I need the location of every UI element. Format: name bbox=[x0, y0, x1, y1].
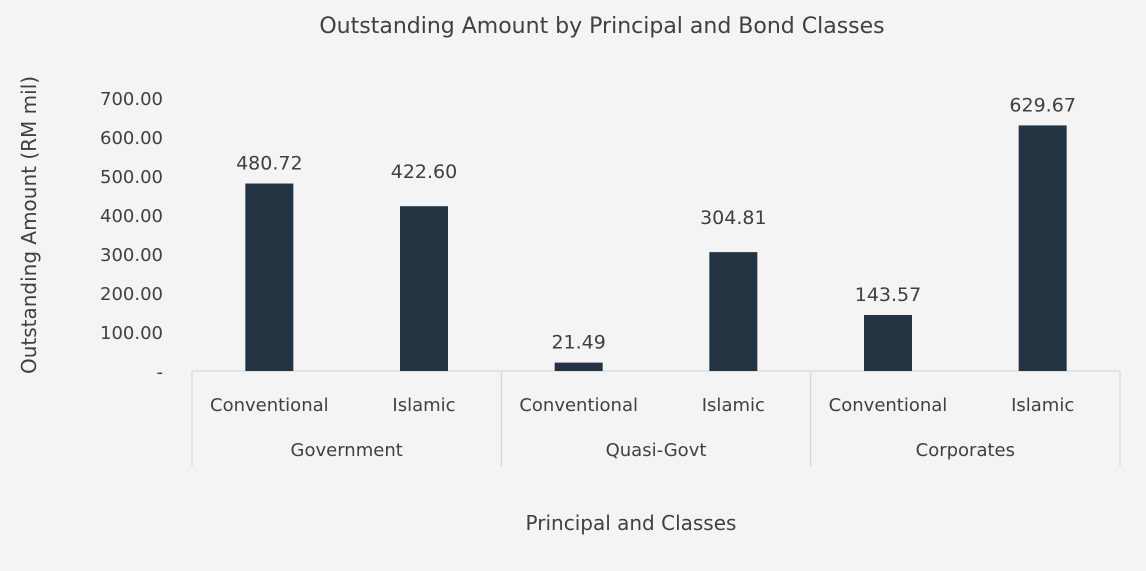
bar bbox=[709, 252, 758, 371]
bar bbox=[400, 206, 448, 371]
data-label: 21.49 bbox=[551, 332, 605, 354]
category-label: Conventional bbox=[829, 395, 948, 416]
y-tick-label: 200.00 bbox=[100, 284, 163, 305]
y-tick-label: 100.00 bbox=[100, 323, 163, 344]
bar bbox=[245, 183, 294, 371]
data-label: 304.81 bbox=[700, 207, 766, 229]
bar-layer bbox=[245, 125, 1067, 371]
y-tick-label: 400.00 bbox=[100, 206, 163, 227]
data-label: 143.57 bbox=[855, 284, 921, 306]
y-tick-label: - bbox=[157, 362, 164, 383]
group-label: Government bbox=[291, 440, 403, 461]
category-label: Conventional bbox=[519, 395, 638, 416]
category-label: Conventional bbox=[210, 395, 329, 416]
y-tick-label: 700.00 bbox=[100, 89, 163, 110]
data-label: 629.67 bbox=[1009, 94, 1075, 116]
bar bbox=[864, 315, 912, 371]
y-tick-label: 600.00 bbox=[100, 128, 163, 149]
y-axis-title: Outstanding Amount (RM mil) bbox=[17, 76, 41, 374]
data-label: 422.60 bbox=[391, 161, 457, 183]
y-tick-label: 500.00 bbox=[100, 167, 163, 188]
chart-title: Outstanding Amount by Principal and Bond… bbox=[319, 14, 884, 39]
axis-layer: - 100.00 200.00 300.00 400.00 500.00 600.00 700… bbox=[100, 89, 1121, 466]
category-label: Islamic bbox=[702, 395, 765, 416]
y-tick-label: 300.00 bbox=[100, 245, 163, 266]
bar bbox=[554, 362, 603, 371]
data-label: 480.72 bbox=[236, 153, 302, 175]
category-label: Islamic bbox=[392, 395, 455, 416]
label-layer: Government Conventional 480.72 Islamic 422.6… bbox=[210, 94, 1076, 461]
category-label: Islamic bbox=[1011, 395, 1074, 416]
group-label: Quasi-Govt bbox=[606, 440, 707, 461]
x-axis-title: Principal and Classes bbox=[526, 511, 737, 535]
bar bbox=[1018, 125, 1067, 371]
group-label: Corporates bbox=[916, 440, 1015, 461]
